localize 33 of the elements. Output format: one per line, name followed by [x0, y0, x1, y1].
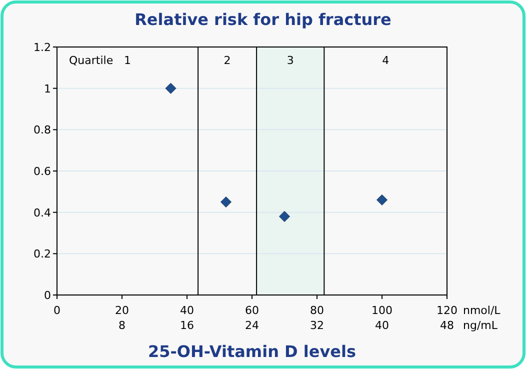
x-tick-label: 120: [436, 304, 458, 317]
x-tick-label: 20: [115, 304, 129, 317]
x2-tick-label: 40: [375, 319, 389, 332]
y-tick-label: 0.2: [34, 248, 51, 261]
x-tick-label: 100: [372, 304, 392, 317]
y-tick-label: 1.2: [34, 41, 51, 54]
point: [279, 210, 290, 222]
annotation: 4: [382, 54, 390, 67]
x-tick-label: 80: [310, 304, 324, 317]
x-tick-label: 60: [245, 304, 259, 317]
x2-tick-label: 24: [245, 319, 259, 332]
point: [165, 82, 176, 94]
point: [376, 194, 388, 206]
x2-tick-label: 8: [118, 319, 126, 332]
y-tick-label: 0: [44, 289, 51, 302]
text: nmol/L: [463, 304, 502, 317]
y-tick-label: 0.8: [34, 124, 51, 137]
x2-axis-title: ng/mL: [463, 319, 498, 332]
y-tick-label: 1: [44, 82, 51, 96]
x-axis-title: 25-OH-Vitamin D levels: [148, 342, 356, 361]
x2-tick-label: 16: [180, 319, 194, 332]
x-tick-label: 40: [180, 304, 194, 317]
x2-tick-label: 48: [440, 319, 454, 332]
y-tick-label: 0.6: [34, 165, 51, 178]
x-tick-label: 0: [54, 304, 60, 317]
y-tick-label: 0.4: [34, 206, 51, 220]
annotation: Quartile: [69, 54, 114, 67]
point: [220, 196, 232, 208]
annotation: 2: [224, 54, 231, 67]
chart-title: Relative risk for hip fracture: [134, 10, 392, 29]
x2-tick-label: 32: [310, 319, 324, 332]
annotation: 3: [286, 54, 294, 67]
annotation: 1: [124, 54, 132, 67]
